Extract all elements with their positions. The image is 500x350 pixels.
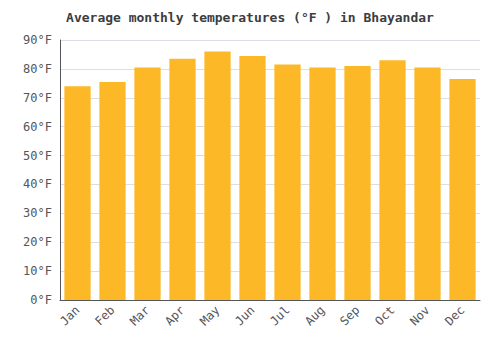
svg-text:Jul: Jul — [267, 303, 292, 328]
svg-text:May: May — [197, 303, 222, 328]
svg-text:50°F: 50°F — [23, 149, 52, 163]
svg-text:Oct: Oct — [372, 303, 397, 328]
svg-text:Sep: Sep — [337, 303, 362, 328]
svg-text:90°F: 90°F — [23, 33, 52, 47]
svg-text:40°F: 40°F — [23, 177, 52, 191]
svg-text:30°F: 30°F — [23, 206, 52, 220]
svg-text:Nov: Nov — [407, 303, 432, 328]
svg-text:Apr: Apr — [162, 303, 187, 328]
svg-text:80°F: 80°F — [23, 62, 52, 76]
svg-text:Jun: Jun — [232, 303, 257, 328]
svg-text:10°F: 10°F — [23, 264, 52, 278]
svg-text:20°F: 20°F — [23, 235, 52, 249]
svg-text:Feb: Feb — [92, 303, 117, 328]
svg-text:Jan: Jan — [57, 303, 82, 328]
svg-text:0°F: 0°F — [30, 293, 52, 307]
svg-text:Aug: Aug — [302, 303, 327, 328]
svg-text:70°F: 70°F — [23, 91, 52, 105]
svg-text:Dec: Dec — [442, 303, 467, 328]
svg-text:Average monthly temperatures (: Average monthly temperatures (°F ) in Bh… — [66, 10, 434, 25]
svg-text:60°F: 60°F — [23, 120, 52, 134]
svg-text:Mar: Mar — [127, 303, 152, 328]
